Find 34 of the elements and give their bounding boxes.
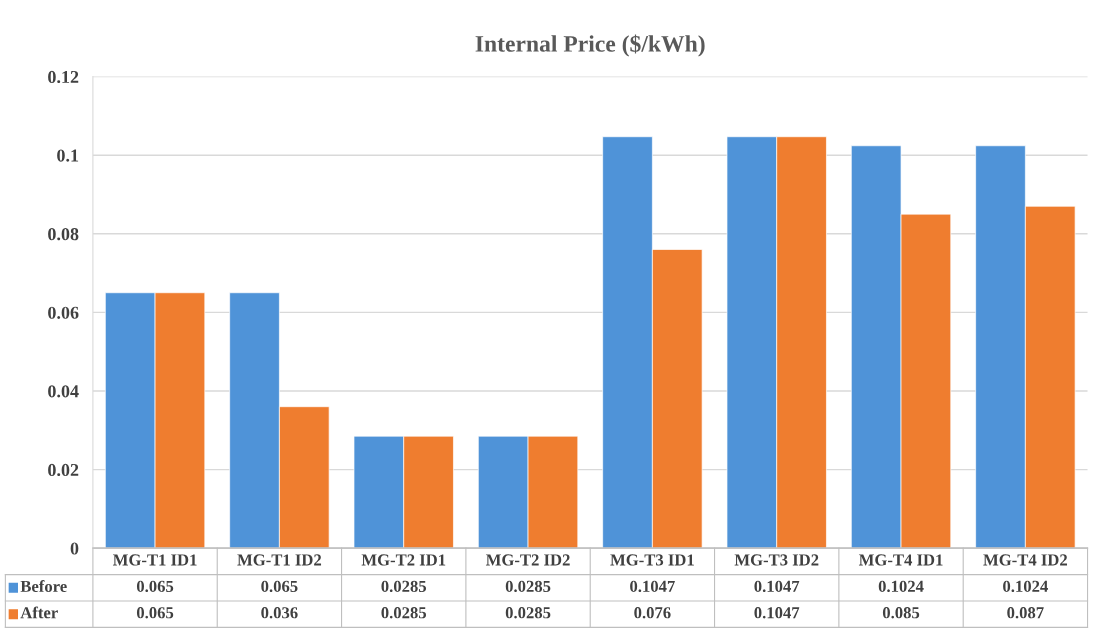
legend-label: After [20,606,58,619]
data-label: 0.076 [634,607,671,619]
y-tick-label: 0.12 [48,70,79,84]
x-tick-label: MG-T2 ID1 [361,554,446,566]
data-label: 0.1047 [754,607,800,619]
chart-title: Internal Price ($/kWh) [475,34,705,57]
data-label: 0.065 [261,580,298,593]
data-label: 0.036 [261,607,298,619]
x-tick-label: MG-T1 ID2 [237,554,322,566]
data-label: 0.065 [136,580,174,593]
legend-label: Before [20,580,67,592]
x-tick-label: MG-T3 ID2 [734,554,819,566]
data-label: 0.1047 [754,580,800,593]
x-tick-label: MG-T3 ID1 [610,554,694,566]
data-label: 0.1024 [878,580,924,593]
y-tick-label: 0.04 [48,385,79,398]
y-tick-label: 0 [70,542,79,555]
data-label: 0.087 [1007,607,1044,619]
x-tick-label: MG-T4 ID1 [858,554,943,566]
y-tick-label: 0.02 [48,463,79,477]
y-tick-label: 0.1 [57,149,79,162]
data-label: 0.1024 [1003,580,1048,593]
data-label: 0.0285 [505,580,551,593]
data-label: 0.0285 [381,607,427,619]
x-tick-label: MG-T2 ID2 [485,554,570,566]
data-label: 0.085 [882,607,920,619]
x-tick-label: MG-T4 ID2 [983,554,1068,566]
data-label: 0.0285 [505,607,551,619]
data-label: 0.0285 [381,580,427,593]
data-label: 0.065 [136,607,174,619]
x-tick-label: MG-T1 ID1 [112,554,197,566]
data-label: 0.1047 [630,580,675,593]
y-tick-label: 0.08 [48,228,79,241]
y-tick-label: 0.06 [48,306,79,319]
